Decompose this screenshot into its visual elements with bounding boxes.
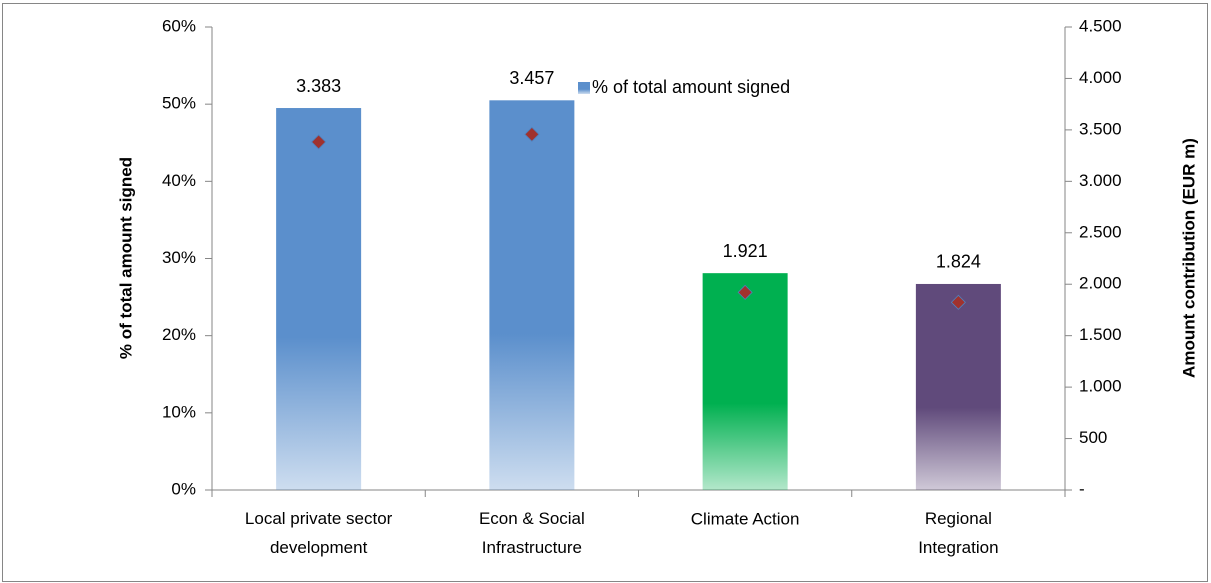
bar — [915, 283, 1001, 490]
legend-swatch — [578, 82, 590, 94]
y2-tick-label: 1.000 — [1079, 377, 1122, 396]
data-label: 3.383 — [296, 76, 341, 96]
chart-frame — [2, 3, 1208, 582]
y-tick-label: 60% — [162, 16, 196, 35]
y-tick-label: 0% — [171, 479, 196, 498]
y2-tick-label: 4.000 — [1079, 68, 1122, 87]
y-tick-label: 40% — [162, 171, 196, 190]
y2-axis-title: Amount contribution (EUR m) — [1179, 138, 1198, 378]
data-label: 1.824 — [936, 252, 981, 272]
legend-label: % of total amount signed — [592, 77, 790, 97]
bar — [276, 108, 362, 491]
x-tick-label: Econ & Social Infrastructure — [479, 509, 585, 557]
data-label: 1.921 — [723, 241, 768, 261]
y2-tick-label: 4.500 — [1079, 16, 1122, 35]
y2-tick-label: 3.500 — [1079, 119, 1122, 138]
x-tick-label: Climate Action — [691, 509, 800, 528]
y-tick-label: 10% — [162, 402, 196, 421]
diamond-marker — [311, 134, 327, 150]
y-axis-title: % of total amount signed — [116, 157, 135, 359]
bar — [702, 273, 788, 490]
y2-tick-label: - — [1079, 479, 1085, 498]
diamond-marker — [737, 284, 753, 300]
bar — [489, 100, 575, 490]
y2-tick-label: 3.000 — [1079, 171, 1122, 190]
y2-tick-label: 1.500 — [1079, 325, 1122, 344]
y-tick-label: 20% — [162, 325, 196, 344]
data-label: 3.457 — [509, 68, 554, 88]
y2-tick-label: 2.000 — [1079, 274, 1122, 293]
diamond-marker — [950, 294, 966, 310]
y-tick-label: 50% — [162, 94, 196, 113]
y2-tick-label: 2.500 — [1079, 222, 1122, 241]
y2-tick-label: 500 — [1079, 428, 1107, 447]
diamond-marker — [524, 126, 540, 142]
y-tick-label: 30% — [162, 248, 196, 267]
x-tick-label: Local private sector development — [245, 509, 393, 557]
x-tick-label: Regional Integration — [918, 509, 998, 557]
